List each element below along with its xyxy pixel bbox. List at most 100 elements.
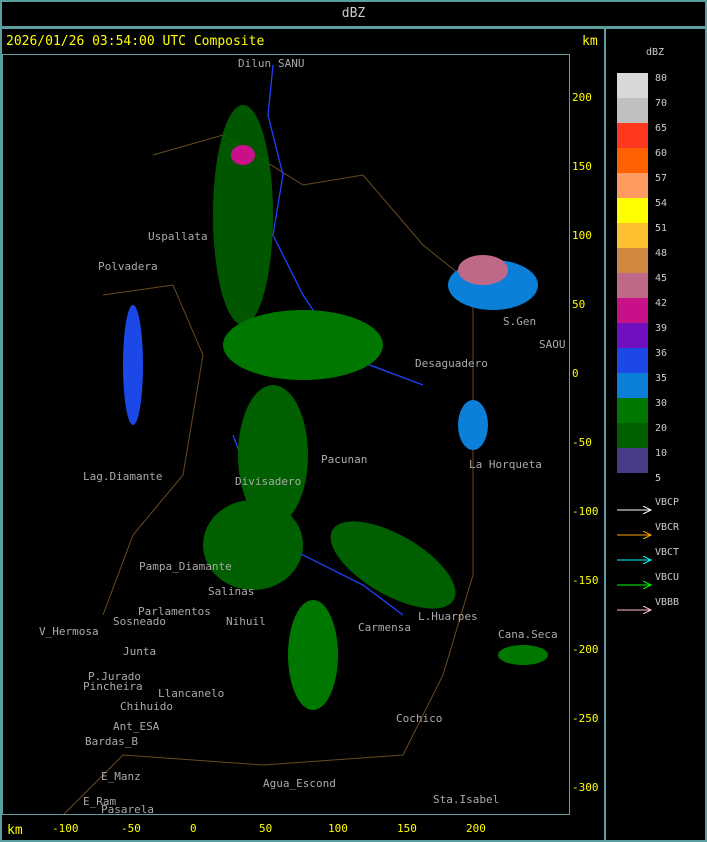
y-tick-label: 100	[572, 229, 592, 242]
legend-swatch	[617, 448, 648, 473]
radar-arrow-icon	[617, 499, 653, 515]
place-label: Cana.Seca	[498, 628, 558, 641]
place-label: Pincheira	[83, 680, 143, 693]
radar-name: VBCU	[655, 572, 680, 583]
radar-arrow-icon	[617, 524, 653, 540]
place-label: Salinas	[208, 585, 255, 598]
x-tick-label: 50	[259, 822, 273, 835]
place-label: SANU	[278, 57, 305, 70]
legend-level-label: 35	[655, 373, 668, 384]
legend-level-label: 60	[655, 148, 668, 159]
y-tick-label: 50	[572, 298, 586, 311]
place-label: Divisadero	[235, 475, 302, 488]
x-tick-label: 100	[328, 822, 348, 835]
place-label: Agua_Escond	[263, 777, 336, 790]
legend-level-label: 54	[655, 198, 668, 209]
timestamp: 2026/01/26 03:54:00 UTC Composite	[6, 34, 265, 49]
legend-swatch	[617, 398, 648, 423]
legend-level-label: 70	[655, 98, 668, 109]
x-tick-label: -100	[52, 822, 79, 835]
place-label: Uspallata	[148, 230, 208, 243]
legend-level-label: 20	[655, 423, 668, 434]
place-label: Polvadera	[98, 260, 158, 273]
place-label: E_Ram	[83, 795, 117, 808]
place-label: E_Manz	[101, 770, 141, 783]
legend-level-label: 10	[655, 448, 668, 459]
legend-swatch	[617, 98, 648, 123]
y-tick-label: -150	[572, 574, 599, 587]
place-label: Junta	[123, 645, 157, 658]
place-label: Cochico	[396, 712, 443, 725]
radar-arrow-icon	[617, 574, 653, 590]
radar-arrow-icon	[617, 549, 653, 565]
radar-name: VBCT	[655, 547, 680, 558]
place-label: Pacunan	[321, 453, 368, 466]
y-tick-label: -50	[572, 436, 592, 449]
legend-swatch	[617, 73, 648, 98]
place-label: Bardas_B	[85, 735, 138, 748]
legend-swatch	[617, 123, 648, 148]
place-label: Sta.Isabel	[433, 793, 500, 806]
place-label: SAOU	[539, 338, 566, 351]
legend-swatch	[617, 248, 648, 273]
legend-level-label: 36	[655, 348, 668, 359]
place-label: L.Huarpes	[418, 610, 478, 623]
y-axis-unit: km	[582, 34, 598, 49]
x-tick-label: -50	[121, 822, 141, 835]
place-label: Nihuil	[226, 615, 266, 628]
place-label: La Horqueta	[469, 458, 542, 471]
legend-level-label: 45	[655, 273, 668, 284]
place-label: Sosneado	[113, 615, 166, 628]
legend-swatch	[617, 148, 648, 173]
place-label: Ant_ESA	[113, 720, 160, 733]
y-tick-label: 200	[572, 91, 592, 104]
legend-level-label: 48	[655, 248, 668, 259]
echo-cells	[123, 105, 548, 710]
y-tick-label: -300	[572, 781, 599, 794]
legend-swatch	[617, 273, 648, 298]
radar-name: VBBB	[655, 597, 680, 608]
legend-level-label: 30	[655, 398, 668, 409]
place-label: Lag.Diamante	[83, 470, 163, 483]
place-label: Parlamentos	[138, 605, 211, 618]
x-tick-label: 200	[466, 822, 486, 835]
legend-level-label: 65	[655, 123, 668, 134]
legend-level-label: 5	[655, 473, 662, 484]
legend-swatch	[617, 298, 648, 323]
x-tick-label: 150	[397, 822, 417, 835]
legend-level-label: 57	[655, 173, 668, 184]
product-title: dBZ	[341, 6, 366, 21]
place-label: Dilun	[238, 57, 272, 70]
place-label: Desaguadero	[415, 357, 488, 370]
place-label: Chihuido	[120, 700, 173, 713]
legend-level-label: 39	[655, 323, 668, 334]
x-tick-label: 0	[190, 822, 197, 835]
place-label: S.Gen	[503, 315, 537, 328]
x-axis-unit: km	[7, 823, 23, 838]
y-tick-label: 0	[572, 367, 579, 380]
legend-swatch	[617, 373, 648, 398]
place-label: P.Jurado	[88, 670, 141, 683]
legend-swatch	[617, 223, 648, 248]
legend-swatch	[617, 173, 648, 198]
place-label: V_Hermosa	[39, 625, 99, 638]
y-tick-label: 150	[572, 160, 592, 173]
radar-map[interactable]: Dilun SANU Uspallata Polvadera Lag.Diamante D…	[2, 54, 570, 815]
place-label: Carmensa	[358, 621, 411, 634]
radar-name: VBCR	[655, 522, 680, 533]
radar-name: VBCP	[655, 497, 680, 508]
y-tick-label: -200	[572, 643, 599, 656]
radar-echo-layer	[63, 64, 548, 814]
place-label: Llancanelo	[158, 687, 225, 700]
legend-level-label: 51	[655, 223, 668, 234]
place-label: Pampa_Diamante	[139, 560, 232, 573]
legend-swatch	[617, 198, 648, 223]
legend-swatch	[617, 423, 648, 448]
legend-panel	[604, 27, 707, 842]
place-label: Pasarela	[101, 803, 154, 815]
legend-swatch	[617, 323, 648, 348]
y-tick-label: -100	[572, 505, 599, 518]
legend-level-label: 42	[655, 298, 668, 309]
legend-swatch	[617, 348, 648, 373]
legend-level-label: 80	[655, 73, 668, 84]
